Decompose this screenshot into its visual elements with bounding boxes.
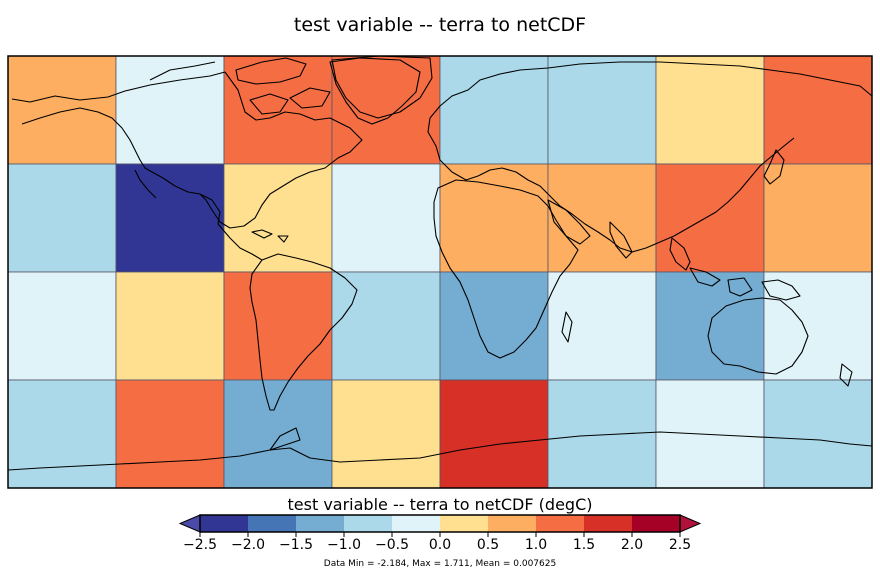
grid-cell [439, 379, 549, 489]
colorbar-segment [392, 515, 440, 532]
grid-cell [763, 55, 873, 165]
grid-cell [115, 379, 225, 489]
grid-cell [547, 379, 657, 489]
colorbar-tick-label: 1.0 [524, 537, 548, 553]
colorbar-tick-label: −2.0 [231, 537, 265, 553]
grid-cell [7, 379, 117, 489]
grid-cell [439, 271, 549, 381]
colorbar-tick-label: −1.0 [327, 537, 361, 553]
grid-cell [331, 55, 441, 165]
colorbar-segment [344, 515, 392, 532]
colorbar-tick-label: 2.0 [620, 537, 644, 553]
grid-cell [223, 163, 333, 273]
colorbar-segment [296, 515, 344, 532]
grid-cell [115, 163, 225, 273]
colorbar-segment [536, 515, 584, 532]
grid-cell [7, 163, 117, 273]
grid-cell [7, 55, 117, 165]
colorbar-segment [440, 515, 488, 532]
colorbar-tick-label: 2.5 [668, 537, 692, 553]
grid-cell [331, 379, 441, 489]
grid-cell [547, 271, 657, 381]
colorbar-tick-label: −0.5 [375, 537, 409, 553]
colorbar-segment [248, 515, 296, 532]
grid-cell [439, 55, 549, 165]
colorbar-extend-low [178, 514, 201, 533]
colorbar [178, 514, 702, 537]
colorbar-label: test variable -- terra to netCDF (degC) [287, 495, 593, 514]
colorbar-tick-label: −2.5 [183, 537, 217, 553]
grid-cell [115, 271, 225, 381]
grid-cell [115, 55, 225, 165]
colorbar-tick-label: 0.0 [428, 537, 452, 553]
grid-cell [547, 163, 657, 273]
colorbar-segment [584, 515, 632, 532]
grid-cell [547, 55, 657, 165]
grid-cell [763, 271, 873, 381]
coastlines [7, 55, 873, 471]
map-frame [7, 55, 873, 489]
grid-cell [223, 271, 333, 381]
colorbar-segment [200, 515, 248, 532]
map-title: test variable -- terra to netCDF [293, 14, 587, 36]
grid-cell [223, 379, 333, 489]
colorbar-extend-high [679, 514, 702, 533]
grid-cell [331, 163, 441, 273]
grid-cell [223, 55, 333, 165]
colorbar-tick-label: −1.5 [279, 537, 313, 553]
data-stats: Data Min = -2.184, Max = 1.711, Mean = 0… [323, 559, 557, 569]
data-grid [7, 55, 873, 489]
grid-cell [655, 55, 765, 165]
colorbar-segment [632, 515, 680, 532]
colorbar-tick-label: 0.5 [476, 537, 500, 553]
grid-cell [7, 271, 117, 381]
colorbar-segment [488, 515, 536, 532]
grid-cell [331, 271, 441, 381]
colorbar-tick-label: 1.5 [572, 537, 596, 553]
grid-cell [763, 163, 873, 273]
grid-cell [763, 379, 873, 489]
